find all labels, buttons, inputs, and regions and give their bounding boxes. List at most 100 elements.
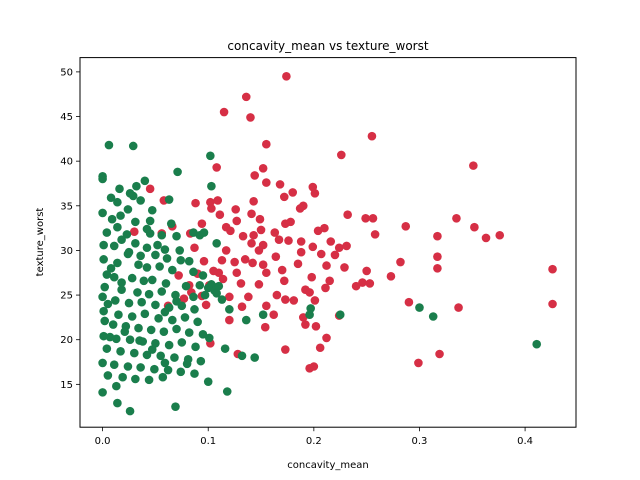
data-point — [106, 263, 116, 273]
data-point — [281, 295, 290, 304]
data-point — [100, 316, 110, 326]
data-point — [109, 360, 119, 370]
data-point — [293, 259, 303, 269]
data-point — [415, 303, 424, 312]
data-point — [190, 243, 199, 253]
data-point — [104, 140, 114, 150]
data-point — [125, 335, 135, 345]
x-tick-label: 0.2 — [306, 436, 322, 447]
data-point — [322, 333, 331, 343]
data-point — [117, 235, 126, 245]
data-point — [112, 381, 121, 391]
data-point — [193, 317, 202, 327]
y-tick-label: 35 — [60, 201, 73, 212]
data-point — [342, 241, 351, 251]
data-point — [275, 180, 285, 189]
data-point — [308, 242, 318, 252]
data-point — [176, 367, 186, 377]
data-point — [470, 222, 479, 232]
points-layer — [98, 72, 557, 416]
data-point — [481, 233, 491, 243]
data-point — [191, 342, 200, 352]
data-point — [102, 344, 112, 353]
data-point — [326, 237, 336, 246]
data-point — [131, 238, 140, 248]
data-point — [108, 320, 118, 329]
data-point — [190, 305, 199, 314]
data-point — [212, 163, 221, 172]
data-point — [199, 228, 209, 237]
data-point — [161, 279, 171, 288]
data-point — [197, 219, 207, 228]
data-point — [98, 292, 107, 302]
data-point — [176, 255, 186, 265]
data-point — [128, 191, 138, 201]
data-point — [254, 246, 264, 255]
data-point — [204, 333, 214, 343]
data-point — [189, 267, 198, 277]
data-point — [231, 205, 240, 214]
data-point — [115, 184, 124, 194]
data-point — [262, 139, 271, 149]
data-point — [109, 241, 119, 251]
data-point — [160, 245, 170, 254]
data-point — [322, 261, 331, 270]
data-point — [189, 292, 198, 302]
data-point — [155, 262, 164, 271]
data-point — [365, 279, 375, 288]
data-point — [147, 275, 157, 285]
data-point — [99, 240, 108, 250]
data-point — [370, 230, 380, 239]
data-point — [102, 270, 112, 279]
data-point — [157, 230, 167, 240]
data-point — [212, 238, 221, 248]
data-point — [173, 167, 182, 177]
data-point — [109, 272, 119, 282]
data-point — [325, 276, 334, 286]
data-point — [386, 272, 396, 281]
data-point — [174, 271, 183, 280]
data-point — [207, 204, 216, 213]
data-point — [495, 230, 505, 240]
data-point — [168, 265, 177, 275]
data-point — [171, 402, 180, 411]
data-point — [237, 302, 247, 311]
data-point — [131, 217, 140, 227]
data-point — [225, 315, 234, 325]
data-point — [117, 285, 126, 295]
data-point — [136, 363, 145, 372]
data-point — [321, 283, 330, 293]
data-point — [172, 297, 181, 306]
chart-title: concavity_mean vs texture_worst — [227, 39, 428, 53]
data-point — [99, 255, 108, 264]
data-point — [262, 301, 271, 311]
data-point — [160, 307, 170, 317]
x-tick-label: 0.3 — [412, 436, 428, 447]
data-point — [249, 197, 258, 206]
data-point — [212, 288, 221, 298]
data-point — [145, 229, 155, 238]
y-tick-label: 50 — [60, 67, 73, 78]
data-point — [225, 292, 234, 302]
data-point — [301, 320, 310, 329]
data-point — [142, 263, 152, 272]
data-point — [142, 243, 152, 253]
data-point — [102, 228, 112, 237]
data-point — [433, 231, 442, 241]
data-point — [277, 265, 287, 275]
data-point — [113, 222, 122, 232]
data-point — [181, 281, 191, 291]
data-point — [133, 288, 142, 297]
x-axis-label: concavity_mean — [287, 460, 368, 471]
data-point — [248, 258, 257, 268]
data-point — [123, 205, 133, 214]
data-point — [469, 161, 478, 170]
data-point — [132, 181, 141, 191]
data-point — [225, 305, 234, 314]
x-axis: 0.0 0.1 0.2 0.3 0.4 — [95, 427, 533, 447]
data-point — [218, 274, 228, 284]
data-point — [199, 256, 209, 266]
data-point — [124, 298, 134, 308]
data-point — [351, 281, 361, 291]
data-point — [260, 322, 270, 332]
